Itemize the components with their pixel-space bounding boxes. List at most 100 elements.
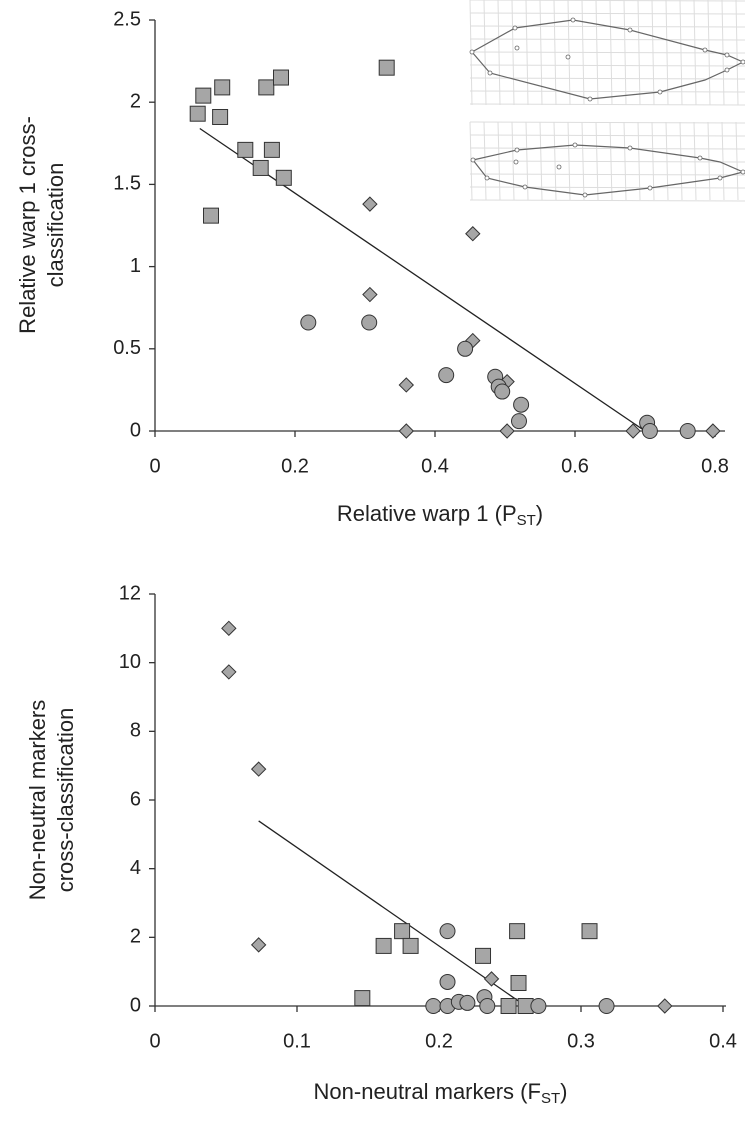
shape-inset [469,0,745,202]
diamond-point [362,286,378,303]
x-tick-label: 0 [149,455,160,477]
square-point [237,141,254,158]
y-tick-label: 8 [130,720,141,742]
inset-grid [469,121,745,124]
inset-grid [469,103,745,106]
inset-grid [623,121,627,201]
x-tick-label: 0.1 [283,1030,311,1052]
inset-grid [469,186,745,189]
inset-grid [469,134,745,137]
inset-grid [469,38,745,41]
diamond-point [250,937,267,953]
diamond-point [221,664,237,680]
diamond-point [483,971,500,987]
circle-point [641,423,658,439]
y-tick-label: 1.5 [113,173,141,195]
x-tick-label: 0.2 [425,1030,453,1052]
diamond-point [705,423,721,439]
circle-point [530,998,547,1014]
diamond-point [625,423,641,439]
square-point [581,923,598,940]
square-point [203,207,219,224]
y-tick-label: 6 [130,788,141,810]
x-axis-label: Non-neutral markers (FST) [314,1079,568,1107]
square-point [195,87,212,104]
inset-grid [721,121,725,201]
y-axis-label-line: classification [43,163,68,288]
x-tick-label: 0.6 [561,455,589,477]
x-tick-label: 0.4 [709,1030,737,1052]
y-axis-label-line: cross-classification [53,708,78,893]
circle-point [457,340,474,357]
square-point [402,937,419,954]
diamond-point [362,196,378,212]
square-point [275,169,292,186]
y-tick-label: 2 [130,90,141,112]
x-tick-label: 0.2 [281,455,309,477]
inset-grid [707,121,711,201]
square-point [509,923,526,940]
inset-grid [665,121,669,201]
x-axis-label-part: Relative warp 1 (P [337,501,517,526]
y-tick-label: 12 [119,582,141,604]
x-tick-label: 0 [149,1030,160,1052]
square-point [258,79,275,96]
x-axis-label-part: ST [517,512,536,529]
circle-point [361,314,378,331]
diamond-point [499,423,515,439]
trend-line [199,127,646,432]
circle-point [494,383,511,400]
y-axis-label: Non-neutral markers cross-classification [25,700,78,901]
inset-grid [469,160,745,163]
square-point [500,998,517,1014]
y-axis-label: Relative warp 1 cross-classification [15,116,68,334]
y-tick-label: 2 [130,926,141,948]
square-point [510,974,527,991]
inset-grid [469,147,745,150]
square-point [212,108,229,125]
circle-point [479,998,496,1014]
inset-grid [469,12,745,15]
circle-point [459,994,476,1011]
y-axis-label-line: Relative warp 1 cross- [15,116,40,334]
diamond-point [657,998,673,1014]
square-point [378,59,395,76]
inset-grid [469,199,745,202]
inset-grid [469,0,745,2]
trend-line [258,820,526,1007]
x-axis-label: Relative warp 1 (PST) [337,501,543,529]
square-point [252,159,269,176]
circle-point [438,367,455,384]
inset-grid [469,77,745,80]
inset-grid [679,121,683,201]
square-point [263,141,280,158]
inset-grid [609,121,613,201]
diamond-point [221,620,237,637]
inset-grid [693,121,697,201]
x-axis-label-part: ST [541,1090,560,1107]
y-axis-label-line: Non-neutral markers [25,700,50,901]
diamond-point [398,377,415,393]
diamond-point [398,423,415,439]
x-axis-label-part: ) [560,1079,567,1104]
square-point [475,947,492,964]
inset-grid [735,121,739,201]
square-point [273,69,289,86]
diamond-point [250,761,267,777]
circle-point [598,998,615,1014]
inset-grid [469,64,745,67]
y-tick-label: 1 [130,255,141,277]
circle-point [300,314,317,331]
square-point [375,937,392,954]
diamond-point [465,226,481,242]
square-point [354,990,371,1007]
x-tick-label: 0.3 [567,1030,595,1052]
y-tick-label: 4 [130,857,141,879]
circle-point [425,998,442,1014]
circle-point [439,923,456,940]
x-tick-label: 0.4 [421,455,449,477]
inset-grid [469,173,745,176]
circle-point [439,973,456,990]
y-tick-label: 0 [130,994,141,1016]
